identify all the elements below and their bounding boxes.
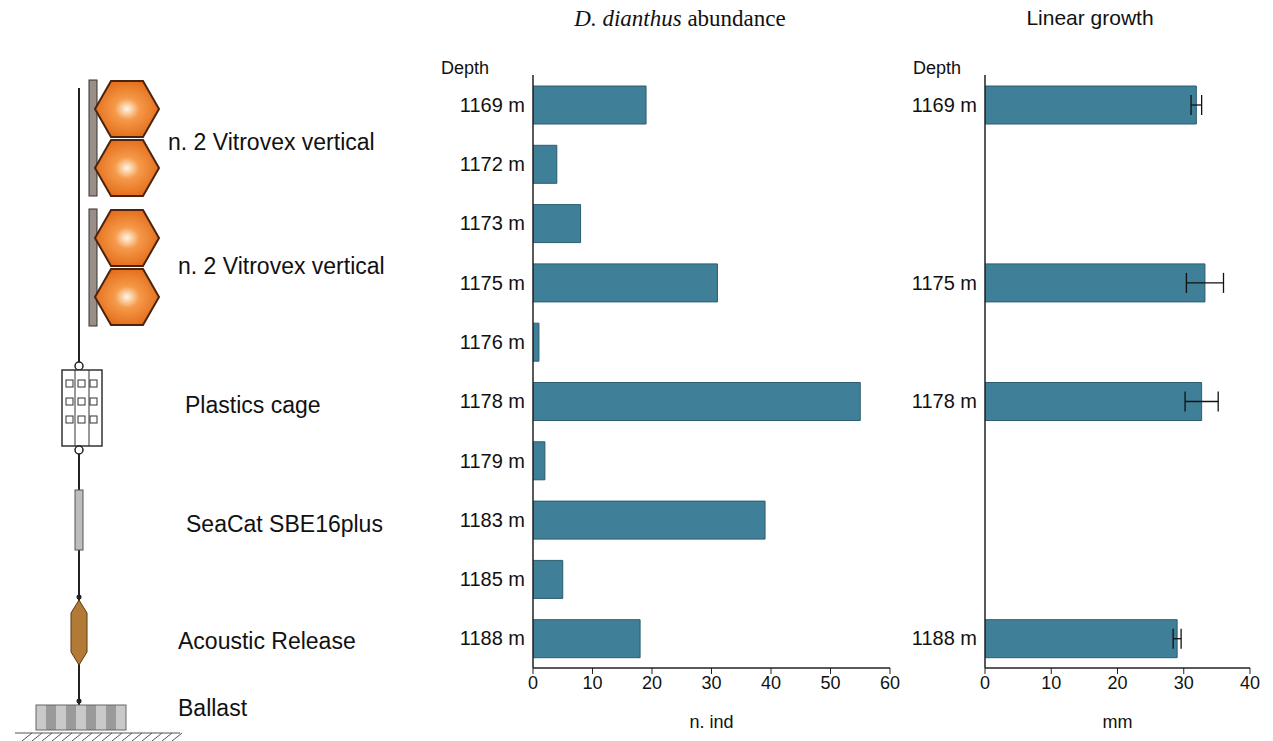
svg-text:20: 20: [642, 673, 662, 693]
svg-text:1176 m: 1176 m: [460, 331, 525, 353]
svg-text:n. 2 Vitrovex vertical: n. 2 Vitrovex vertical: [168, 129, 375, 155]
svg-text:n. ind: n. ind: [689, 712, 733, 732]
svg-text:1178 m: 1178 m: [912, 390, 977, 412]
svg-text:10: 10: [1041, 673, 1061, 693]
svg-text:0: 0: [528, 673, 538, 693]
html-text:D. dianthus abundance: D. dianthus abundance: [574, 6, 786, 31]
svg-text:Acoustic Release: Acoustic Release: [178, 628, 356, 654]
svg-text:1188 m: 1188 m: [460, 627, 525, 649]
svg-text:1172 m: 1172 m: [460, 153, 525, 175]
svg-text:60: 60: [880, 673, 900, 693]
svg-text:Ballast: Ballast: [178, 695, 248, 721]
html-text:Linear growth: Linear growth: [1026, 6, 1154, 29]
svg-text:1188 m: 1188 m: [912, 627, 977, 649]
svg-text:1175 m: 1175 m: [912, 272, 977, 294]
html-text:Depth: Depth: [441, 58, 489, 78]
svg-text:30: 30: [701, 673, 721, 693]
svg-text:1185 m: 1185 m: [460, 568, 525, 590]
svg-text:1175 m: 1175 m: [460, 272, 525, 294]
svg-text:mm: mm: [1103, 712, 1133, 732]
svg-text:0: 0: [980, 673, 990, 693]
svg-text:20: 20: [1107, 673, 1127, 693]
svg-text:1169 m: 1169 m: [912, 94, 977, 116]
svg-text:Plastics cage: Plastics cage: [185, 392, 321, 418]
svg-text:1183 m: 1183 m: [460, 509, 525, 531]
svg-text:1169 m: 1169 m: [460, 94, 525, 116]
svg-text:50: 50: [820, 673, 840, 693]
svg-text:1173 m: 1173 m: [460, 212, 525, 234]
svg-text:SeaCat SBE16plus: SeaCat SBE16plus: [186, 511, 383, 537]
svg-text:40: 40: [761, 673, 781, 693]
html-text:Depth: Depth: [913, 58, 961, 78]
svg-text:1179 m: 1179 m: [460, 450, 525, 472]
svg-text:1178 m: 1178 m: [460, 390, 525, 412]
svg-text:10: 10: [582, 673, 602, 693]
svg-text:30: 30: [1174, 673, 1194, 693]
svg-text:n. 2 Vitrovex vertical: n. 2 Vitrovex vertical: [178, 253, 385, 279]
svg-text:40: 40: [1240, 673, 1260, 693]
